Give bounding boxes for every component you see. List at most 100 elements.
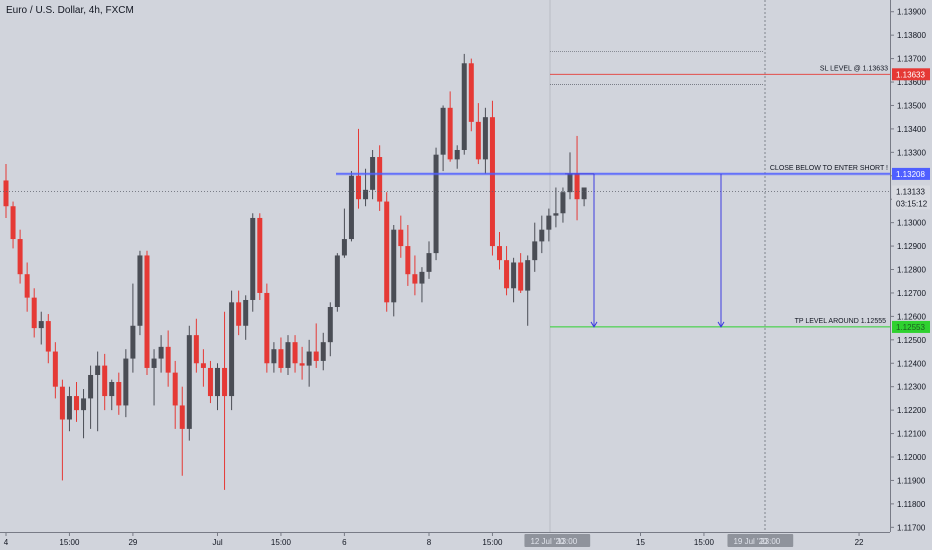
candle: [144, 250, 150, 375]
candle: [574, 135, 580, 221]
time-tick-label: 15: [636, 538, 645, 547]
candle: [398, 215, 404, 258]
candle: [461, 53, 467, 155]
candle-body: [482, 117, 488, 160]
candle-body: [475, 121, 481, 160]
candle-body: [560, 192, 566, 214]
candle: [504, 246, 510, 296]
candle: [222, 311, 228, 490]
candle-body: [532, 241, 538, 261]
candle-body: [356, 175, 361, 200]
candle: [518, 253, 524, 293]
candle: [158, 335, 164, 373]
candle-body: [137, 255, 143, 326]
candle: [327, 302, 333, 357]
price-tick-label: 1.12500: [897, 336, 926, 345]
candle: [440, 105, 446, 172]
svg-text:13:00: 13:00: [557, 537, 578, 546]
time-tick-label: 15:00: [694, 538, 715, 547]
time-tick-label: 15:00: [482, 538, 503, 547]
candle-body: [109, 382, 115, 397]
candle-body: [433, 154, 439, 254]
candle-body: [3, 180, 9, 207]
candle: [215, 363, 220, 411]
price-tick-label: 1.13500: [897, 101, 926, 110]
svg-text:23:00: 23:00: [760, 537, 781, 546]
svg-text:1.13133: 1.13133: [896, 187, 925, 196]
candle: [38, 311, 44, 345]
candle: [546, 208, 552, 242]
candle: [539, 215, 545, 254]
candle-body: [144, 255, 150, 368]
candle: [10, 201, 16, 249]
candle: [292, 335, 298, 373]
candle: [137, 250, 143, 336]
candle-body: [581, 187, 587, 200]
candle: [497, 232, 502, 270]
candle: [151, 349, 157, 406]
candle: [236, 290, 242, 336]
sl-price-tag: 1.13633: [892, 68, 930, 81]
candle: [88, 365, 94, 429]
candle-body: [31, 297, 37, 329]
candle: [45, 314, 51, 364]
candle: [264, 283, 270, 373]
time-tick-label: Jul: [212, 538, 222, 547]
price-tick-label: 1.12900: [897, 242, 926, 251]
candle: [179, 386, 185, 476]
candle: [306, 339, 312, 387]
candle-body: [426, 253, 432, 272]
candle-body: [391, 229, 397, 303]
candle-body: [222, 367, 228, 397]
sl-label: SL LEVEL @ 1.13633: [820, 65, 888, 72]
candle: [271, 342, 277, 373]
price-tick-label: 1.12200: [897, 406, 926, 415]
candle-body: [24, 274, 30, 298]
candle: [250, 213, 256, 312]
candle: [468, 58, 474, 132]
price-tick-label: 1.13900: [897, 8, 926, 17]
candle-body: [81, 398, 87, 411]
candle-body: [327, 307, 333, 343]
candle: [391, 224, 397, 317]
price-axis[interactable]: 1.11700 1.11800 1.11900 1.12000 1.12100 1.122…: [890, 0, 926, 532]
candle-body: [539, 229, 545, 242]
price-tick-label: 1.12400: [897, 359, 926, 368]
candle: [560, 187, 566, 223]
candle: [243, 295, 249, 340]
candle: [24, 262, 30, 312]
candle-body: [179, 405, 185, 429]
price-tick-label: 1.12300: [897, 383, 926, 392]
time-axis[interactable]: 4 15:00 29 Jul 15:00 6 8 15:00 15 15:00 22 12 Jul '…: [0, 532, 890, 547]
candle: [405, 224, 411, 286]
candle-body: [52, 351, 58, 387]
candle-body: [95, 365, 101, 375]
candle: [257, 213, 263, 300]
candle-body: [292, 342, 298, 364]
candle-body: [320, 342, 326, 361]
tp-label: TP LEVEL AROUND 1.12555: [795, 318, 887, 325]
time-tick-label: 15:00: [59, 538, 80, 547]
candle: [207, 360, 213, 404]
candle-body: [215, 367, 220, 397]
candle: [377, 145, 383, 211]
candle: [581, 187, 587, 207]
candle-body: [454, 149, 460, 160]
candle: [356, 128, 361, 209]
candle-body: [468, 63, 474, 122]
price-tick-label: 1.13300: [897, 148, 926, 157]
candle-body: [313, 351, 319, 361]
candle: [348, 171, 354, 242]
candle-body: [59, 386, 65, 420]
candle-body: [165, 346, 171, 373]
candle: [81, 389, 87, 439]
candle-body: [193, 335, 199, 364]
price-tick-label: 1.13600: [897, 78, 926, 87]
price-tick-label: 1.13700: [897, 55, 926, 64]
svg-text:19 Jul '20: 19 Jul '20: [733, 537, 768, 546]
candle-body: [567, 173, 573, 193]
candle: [285, 335, 291, 375]
candle-body: [384, 201, 390, 303]
